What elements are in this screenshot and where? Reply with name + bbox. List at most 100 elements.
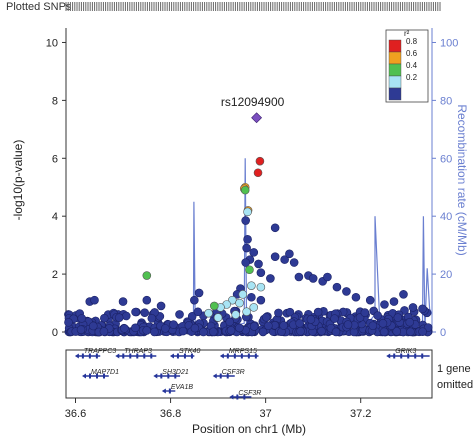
x-tick-label: 37.2	[350, 408, 371, 420]
gene-exon	[233, 353, 236, 359]
gene-label: GRIK3	[395, 348, 416, 355]
snp-point	[245, 265, 254, 275]
gene-label: CSF3R	[222, 369, 245, 376]
gene-exon	[81, 353, 84, 359]
snp-point	[235, 298, 244, 308]
gene-exon	[219, 373, 222, 379]
snp-point	[368, 321, 378, 331]
snp-point	[64, 318, 73, 327]
gene-exon	[243, 394, 246, 400]
snp-point	[373, 311, 382, 320]
y-tick-label: 6	[52, 153, 58, 165]
gene-exon	[254, 353, 257, 359]
snp-point	[279, 321, 288, 330]
snp-point	[285, 307, 295, 317]
snp-point	[89, 321, 98, 331]
snp-point	[254, 259, 263, 269]
snp-point	[90, 295, 99, 305]
snp-point	[393, 313, 403, 322]
snp-point	[399, 290, 408, 299]
y2-tick-label: 80	[440, 95, 452, 107]
snp-point	[317, 326, 326, 336]
diamond-icon	[251, 112, 263, 124]
snp-point	[306, 315, 316, 324]
gene-exon	[129, 353, 132, 359]
gene-exon	[167, 373, 170, 379]
gene-arrow-icon	[153, 373, 158, 379]
snp-point	[142, 271, 152, 280]
snp-point	[261, 313, 271, 322]
snp-point	[380, 300, 389, 309]
snp-point	[178, 326, 188, 336]
snp-point	[131, 323, 140, 333]
snp-point	[332, 282, 342, 292]
snp-point	[330, 314, 339, 323]
snp-point	[241, 216, 250, 225]
snp-point	[243, 207, 252, 217]
y2-tick-label: 0	[440, 327, 446, 339]
snp-point	[389, 297, 399, 306]
snp-point	[114, 313, 124, 322]
gene-exon	[421, 353, 424, 359]
gene-arrow-icon	[161, 388, 166, 394]
snp-point	[231, 310, 240, 319]
gene-exon	[393, 353, 396, 359]
snp-point	[242, 243, 251, 253]
gene-exon	[247, 353, 250, 359]
snp-point	[169, 320, 178, 329]
snp-point	[258, 327, 268, 337]
snp-point	[379, 327, 389, 337]
gene-exon	[400, 353, 403, 359]
snp-point	[190, 323, 200, 333]
snp-point	[77, 314, 87, 323]
gene-exon	[240, 353, 243, 359]
snp-point	[243, 235, 252, 244]
snp-point	[405, 317, 415, 327]
y-tick-label: 0	[52, 327, 58, 339]
gene-label: MAP7D1	[91, 369, 119, 376]
gene-arrow-icon	[115, 353, 120, 359]
snp-point	[280, 255, 289, 264]
snp-point	[266, 274, 275, 283]
snp-point	[256, 282, 266, 292]
snp-point	[253, 168, 263, 178]
gene-label: SH3D21	[162, 369, 189, 376]
gene-exon	[226, 353, 229, 359]
gene-tracks: TRAPPC3 THRAP3 STK40 MRPS15 GRIK3 MAP7D1 SH3D2…	[74, 348, 430, 400]
gene-exon	[122, 353, 125, 359]
legend-title: r²	[404, 29, 410, 38]
y-axis-ticks: 0 2 4 6 8 10	[46, 37, 66, 339]
snp-point	[204, 308, 213, 318]
gene-arrow-icon	[74, 353, 79, 359]
gene-exon	[88, 353, 91, 359]
snp-point	[365, 295, 375, 305]
snp-point	[351, 292, 361, 302]
gene-exon	[143, 353, 146, 359]
gene-arrow-icon	[169, 353, 174, 359]
gene-exon	[414, 353, 417, 359]
snp-point	[175, 310, 184, 319]
plotted-snps-rug	[65, 2, 441, 11]
snp-point	[225, 317, 235, 327]
snp-point	[118, 297, 128, 306]
plotted-snps-label: Plotted SNPs	[6, 1, 72, 13]
snp-point	[308, 274, 318, 283]
y-tick-label: 2	[52, 269, 58, 281]
gene-label: MRPS15	[229, 348, 257, 355]
gene-exon	[226, 373, 229, 379]
gene-exon	[236, 394, 239, 400]
gene-exon	[96, 373, 99, 379]
snp-point	[226, 326, 236, 335]
snp-points	[64, 156, 433, 337]
gene-exon	[160, 373, 163, 379]
genes-omitted-line2: omitted	[437, 379, 473, 391]
snp-point	[313, 307, 323, 317]
snp-point	[140, 308, 150, 317]
gene-exon	[150, 353, 153, 359]
gene-label: EVA1B	[171, 384, 194, 391]
snp-point	[331, 327, 341, 337]
lead-snp-label: rs12094900	[221, 95, 285, 109]
gene-label: TRAPPC3	[84, 348, 116, 355]
snp-point	[295, 319, 304, 328]
